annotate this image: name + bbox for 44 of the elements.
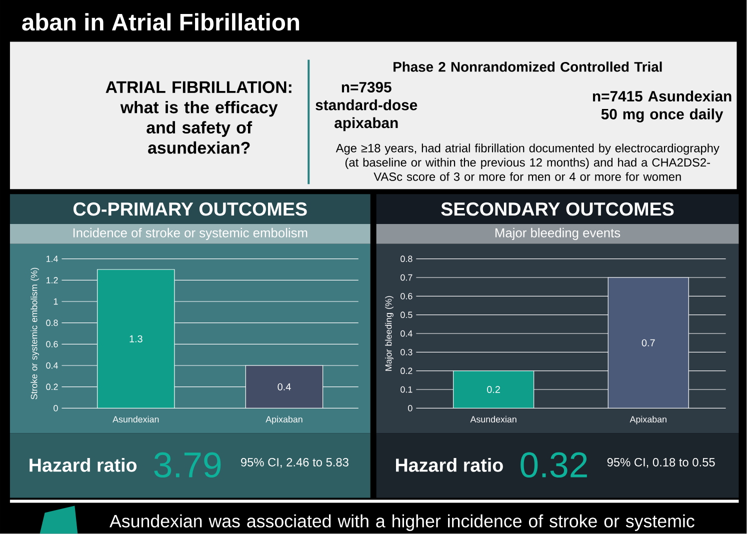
y-tick-label: 0 [54,404,58,412]
y-tick-label: 1 [54,298,58,304]
y-axis-title: Stroke or systemic embolism (%) [30,268,40,400]
data-label: 0.4 [278,383,291,390]
y-tick-label: 0.2 [46,384,58,390]
y-tick-label: 0.7 [400,274,412,281]
y-tick-label: 0.6 [46,340,58,348]
text: Asundexian was associated with a higher incidence of stroke or systemic [110,514,694,531]
chart-subtitle: Major bleeding events [496,228,620,240]
text: Hazard ratio [30,458,137,472]
data-label: 0.7 [642,339,655,346]
y-tick-label: 0.8 [46,320,58,326]
chart-subtitle: Incidence of stroke or systemic embolism [73,228,308,240]
text: n=7395 standard-dose apixaban [316,82,418,131]
text: 3.79 [154,452,221,478]
y-tick-label: 0.8 [400,256,412,262]
text: aban in Atrial Fibrillation [22,13,300,30]
text: n=7415 Asundexian 50 mg once daily [592,90,732,122]
x-tick-label: Asundexian [470,416,516,422]
y-tick-label: 0.4 [400,330,412,337]
text: 95% CI, 2.46 to 5.83 [241,458,348,468]
text: Age ≥18 years, had atrial fibrillation documented by electrocardiography (at baseline or within the previous 12 months) and had a CHA2DS2-VASc score of 3 or more for men or 4 or more for women [336,143,720,181]
text: Phase 2 Nonrandomized Controlled Trial [394,61,662,72]
data-label: 0.2 [487,386,500,393]
text: 95% CI, 0.18 to 0.55 [607,458,715,468]
chart-title: CO-PRIMARY OUTCOMES [74,202,307,216]
y-tick-label: 0.4 [46,362,58,369]
text: 0.32 [520,452,587,478]
data-label: 1.3 [130,335,142,342]
y-tick-label: 1.4 [46,256,58,262]
y-axis-title: Major bleeding (%) [385,296,394,371]
y-tick-label: 0.6 [400,292,412,300]
text: ATRIAL FIBRILLATION: what is the efficacy and safety of asundexian? [106,81,292,154]
y-tick-label: 0.5 [400,312,412,318]
y-tick-label: 0 [408,404,412,412]
x-tick-label: Apixaban [630,416,666,424]
y-tick-label: 0.1 [400,386,412,393]
y-tick-label: 0.3 [400,348,412,356]
chart-title: SECONDARY OUTCOMES [441,202,674,216]
text: Hazard ratio [396,458,503,472]
y-tick-label: 0.2 [400,368,412,374]
x-tick-label: Asundexian [112,416,159,422]
y-tick-label: 1.2 [46,276,58,284]
x-tick-label: Apixaban [266,416,302,424]
